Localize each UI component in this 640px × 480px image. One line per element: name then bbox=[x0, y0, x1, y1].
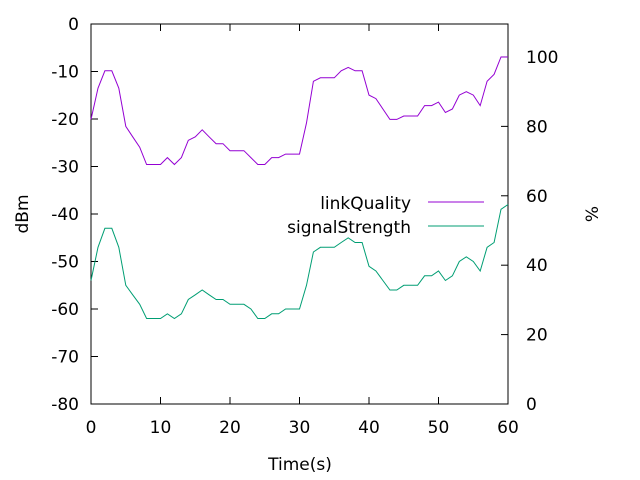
y-tick-label: -80 bbox=[51, 395, 79, 415]
x-tick-label: 10 bbox=[150, 418, 172, 438]
x-tick-label: 40 bbox=[358, 418, 380, 438]
legend-label-signalstrength: signalStrength bbox=[287, 218, 411, 238]
y-tick-label: -20 bbox=[51, 110, 79, 130]
y-tick-label: -70 bbox=[51, 348, 79, 368]
legend: linkQuality signalStrength bbox=[287, 194, 484, 238]
legend-label-linkquality: linkQuality bbox=[320, 194, 411, 214]
y2-tick-label: 20 bbox=[526, 326, 548, 346]
plot-frame bbox=[90, 23, 509, 405]
y-axis-ticks: 0 -10 -20 -30 -40 -50 -60 -70 -80 bbox=[51, 15, 98, 415]
y-tick-label: -10 bbox=[51, 63, 79, 83]
y2-tick-label: 80 bbox=[526, 117, 548, 137]
x-tick-label: 50 bbox=[428, 418, 450, 438]
y-axis-label: dBm bbox=[13, 194, 33, 233]
y2-tick-label: 60 bbox=[526, 187, 548, 207]
series-layer bbox=[90, 56, 509, 320]
y-tick-label: -50 bbox=[51, 253, 79, 273]
y-tick-label: -30 bbox=[51, 158, 79, 178]
x-axis-label: Time(s) bbox=[267, 455, 332, 475]
x-tick-label: 0 bbox=[86, 418, 97, 438]
y-tick-label: -40 bbox=[51, 205, 79, 225]
x-tick-label: 60 bbox=[497, 418, 519, 438]
x-tick-label: 30 bbox=[289, 418, 311, 438]
y2-tick-label: 0 bbox=[526, 395, 537, 415]
y2-tick-label: 100 bbox=[526, 48, 558, 68]
y-tick-label: -60 bbox=[51, 300, 79, 320]
series-line-signalstrength bbox=[90, 204, 509, 320]
y2-axis-ticks: 0 20 40 60 80 100 bbox=[501, 48, 558, 415]
x-tick-label: 20 bbox=[219, 418, 241, 438]
y2-tick-label: 40 bbox=[526, 256, 548, 276]
series-line-linkquality bbox=[90, 56, 508, 166]
x-axis-ticks: 0 10 20 30 40 50 60 bbox=[86, 24, 519, 438]
y2-axis-label: % bbox=[583, 206, 603, 222]
y-tick-label: 0 bbox=[68, 15, 79, 35]
